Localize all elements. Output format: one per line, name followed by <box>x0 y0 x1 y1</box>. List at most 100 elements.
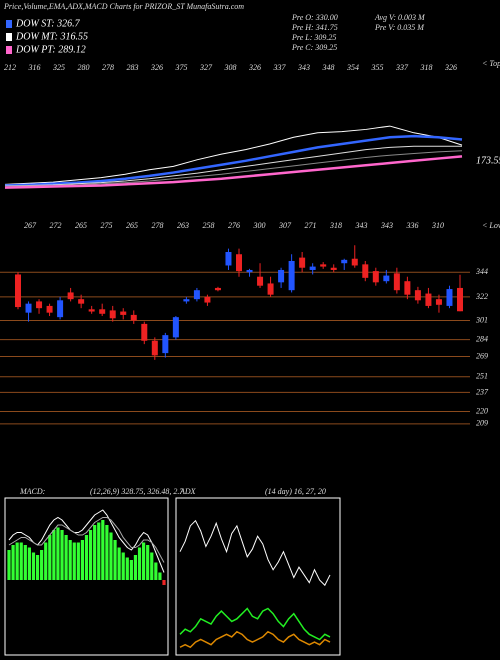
histogram-bar <box>154 562 158 580</box>
adx-frame <box>175 497 341 656</box>
top-label: 278 <box>102 63 114 72</box>
candle-body <box>446 289 453 306</box>
bottom-label: 310 <box>431 221 444 230</box>
page-title: Price,Volume,EMA,ADX,MACD Charts for PRI… <box>3 2 244 11</box>
histogram-bar <box>93 525 97 580</box>
line <box>179 630 331 649</box>
line <box>4 134 463 187</box>
histogram-bar <box>23 545 27 580</box>
candle-body <box>120 311 127 315</box>
candle-body <box>15 274 21 308</box>
y-tick-label: 237 <box>476 387 489 396</box>
bottom-label: 263 <box>177 221 189 230</box>
candle-body <box>393 273 400 291</box>
histogram-bar <box>19 542 23 580</box>
candle-body <box>435 299 442 305</box>
stat: Pre C: 309.25 <box>291 43 337 52</box>
bottom-label: 318 <box>329 221 342 230</box>
stat: Pre L: 309.25 <box>291 33 336 42</box>
candle-body <box>404 281 411 295</box>
candle-body <box>320 264 327 267</box>
macd-frame <box>4 497 169 656</box>
histogram-bar <box>68 540 72 580</box>
candle-body <box>99 309 106 314</box>
bottom-label: 343 <box>380 221 393 230</box>
legend-label: DOW MT: 316.55 <box>15 31 88 42</box>
top-label: 354 <box>346 63 359 72</box>
candle-body <box>172 317 179 338</box>
histogram-bar <box>76 542 80 580</box>
histogram-bar <box>88 530 93 580</box>
candle-body <box>214 287 221 291</box>
top-label: 337 <box>273 63 287 72</box>
histogram-bar <box>158 572 162 580</box>
histogram-bar <box>137 547 142 580</box>
top-label: 326 <box>444 63 457 72</box>
candle-body <box>457 287 463 312</box>
candle-body <box>88 309 95 312</box>
top-label: 318 <box>420 63 433 72</box>
stat: Pre O: 330.00 <box>291 13 338 22</box>
histogram-bar <box>35 555 40 580</box>
line <box>4 145 462 187</box>
top-label: 348 <box>322 63 335 72</box>
candle-body <box>288 260 295 291</box>
bottom-label: 300 <box>253 221 266 230</box>
histogram-bar <box>64 535 68 580</box>
candle-body <box>383 275 390 282</box>
candle-body <box>225 251 232 266</box>
histogram-bar <box>133 555 138 580</box>
stat: Pre V: 0.035 M <box>374 23 425 32</box>
histogram-bar <box>40 550 44 580</box>
histogram-bar <box>11 545 15 580</box>
candle-body <box>36 301 43 309</box>
candle-body <box>67 292 74 300</box>
histogram-bar <box>72 542 76 580</box>
top-label: 283 <box>127 63 139 72</box>
bottom-label: 278 <box>152 221 164 230</box>
legend-label: DOW PT: 289.12 <box>15 44 86 55</box>
legend-label: DOW ST: 326.7 <box>15 18 81 29</box>
adx-params: (14 day) 16, 27, 20 <box>265 487 326 496</box>
histogram-bar <box>117 547 121 580</box>
y-tick-label: 344 <box>475 267 488 276</box>
candle-body <box>309 266 316 270</box>
candle-body <box>330 267 337 270</box>
y-tick-label: 220 <box>476 406 488 415</box>
bottom-label: 307 <box>278 221 292 230</box>
line <box>179 607 331 641</box>
candle-body <box>162 335 169 354</box>
histogram-bar <box>31 552 36 580</box>
top-label: 343 <box>297 63 310 72</box>
histogram-bar <box>162 580 166 585</box>
candle-body <box>193 290 200 300</box>
line <box>4 125 463 185</box>
candle-body <box>130 314 137 321</box>
line <box>179 519 331 587</box>
candle-body <box>151 340 158 356</box>
y-tick-label: 301 <box>475 315 488 324</box>
histogram-bar <box>52 530 56 580</box>
histogram-bar <box>142 542 146 580</box>
line <box>8 517 165 563</box>
bottom-label: 265 <box>126 221 138 230</box>
legend-swatch <box>6 33 12 41</box>
y-tick-label: 251 <box>476 372 488 381</box>
legend-swatch <box>6 46 12 54</box>
macd-params: (12,26,9) 328.75, 326.48, 2.7 <box>90 487 184 496</box>
bottom-label: 276 <box>228 221 240 230</box>
candle-body <box>236 254 242 272</box>
stat: Avg V: 0.003 M <box>374 13 426 22</box>
candle-body <box>46 305 53 313</box>
histogram-bar <box>84 535 89 580</box>
candle-body <box>299 257 306 268</box>
top-note: < Top <box>482 59 500 68</box>
top-label: 326 <box>248 63 261 72</box>
candle-body <box>351 258 358 266</box>
candle-body <box>57 300 64 318</box>
line <box>4 155 463 189</box>
top-label: 326 <box>150 63 163 72</box>
histogram-bar <box>129 560 133 580</box>
